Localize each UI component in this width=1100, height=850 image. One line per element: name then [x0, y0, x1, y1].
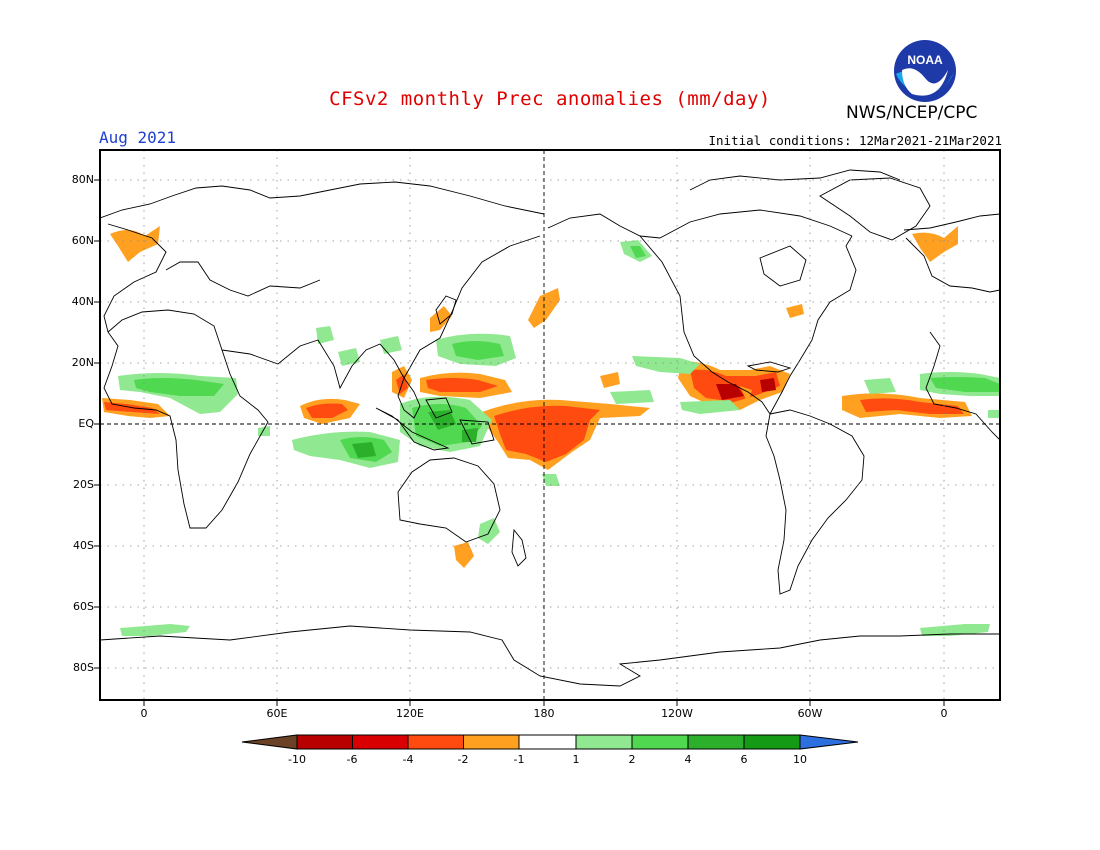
logo-text: NOAA — [907, 53, 943, 67]
lat-label: 20S — [73, 478, 94, 491]
colorbar-bin — [743, 734, 801, 750]
initial-conditions: Initial conditions: 12Mar2021-21Mar2021 — [708, 133, 1003, 148]
forecast-month: Aug 2021 — [99, 128, 177, 147]
lon-label: 60W — [797, 707, 823, 720]
colorbar-bin — [352, 734, 409, 750]
lat-label: 80S — [73, 661, 94, 674]
colorbar-label: -1 — [513, 753, 525, 766]
lat-label: 60N — [71, 234, 94, 247]
colorbar-bin-below-min — [241, 734, 298, 750]
equator-dateline — [100, 150, 1000, 700]
lon-label: 0 — [940, 707, 948, 720]
colorbar-label: 4 — [684, 753, 692, 766]
lat-label: 20N — [71, 356, 94, 369]
lat-label: 60S — [73, 600, 94, 613]
lat-label: EQ — [78, 417, 94, 430]
colorbar-label: 2 — [628, 753, 636, 766]
lon-label: 120W — [661, 707, 693, 720]
colorbar-label: 6 — [740, 753, 748, 766]
grid-lines — [100, 150, 1000, 700]
colorbar-bin — [687, 734, 745, 750]
noaa-logo-icon: NOAA — [894, 40, 956, 102]
colorbar-bin — [631, 734, 689, 750]
map-area — [100, 150, 1000, 700]
colorbar-bin — [575, 734, 633, 750]
colorbar-bin — [463, 734, 520, 750]
colorbar-label: -6 — [346, 753, 358, 766]
anomaly-dry-regions — [102, 226, 972, 568]
lon-label: 180 — [533, 707, 555, 720]
lon-label: 60E — [266, 707, 288, 720]
lat-label: 40N — [71, 295, 94, 308]
lon-label: 120E — [396, 707, 424, 720]
organization-label: NWS/NCEP/CPC — [846, 103, 978, 123]
lat-label: 80N — [71, 173, 94, 186]
lat-label: 40S — [73, 539, 94, 552]
colorbar-bin-above-max — [799, 734, 859, 750]
colorbar-label: -2 — [457, 753, 469, 766]
lon-label: 0 — [140, 707, 148, 720]
map-title: CFSv2 monthly Prec anomalies (mm/day) — [329, 88, 771, 110]
colorbar-label: -10 — [288, 753, 306, 766]
colorbar-bin — [296, 734, 353, 750]
colorbar-label: 1 — [572, 753, 580, 766]
colorbar-label: -4 — [402, 753, 414, 766]
colorbar — [241, 734, 859, 750]
coastlines — [100, 169, 1000, 687]
colorbar-label: 10 — [793, 753, 807, 766]
map-frame — [99, 149, 1001, 701]
colorbar-bin — [518, 734, 577, 750]
axis-ticks — [94, 179, 945, 706]
colorbar-bin — [407, 734, 464, 750]
